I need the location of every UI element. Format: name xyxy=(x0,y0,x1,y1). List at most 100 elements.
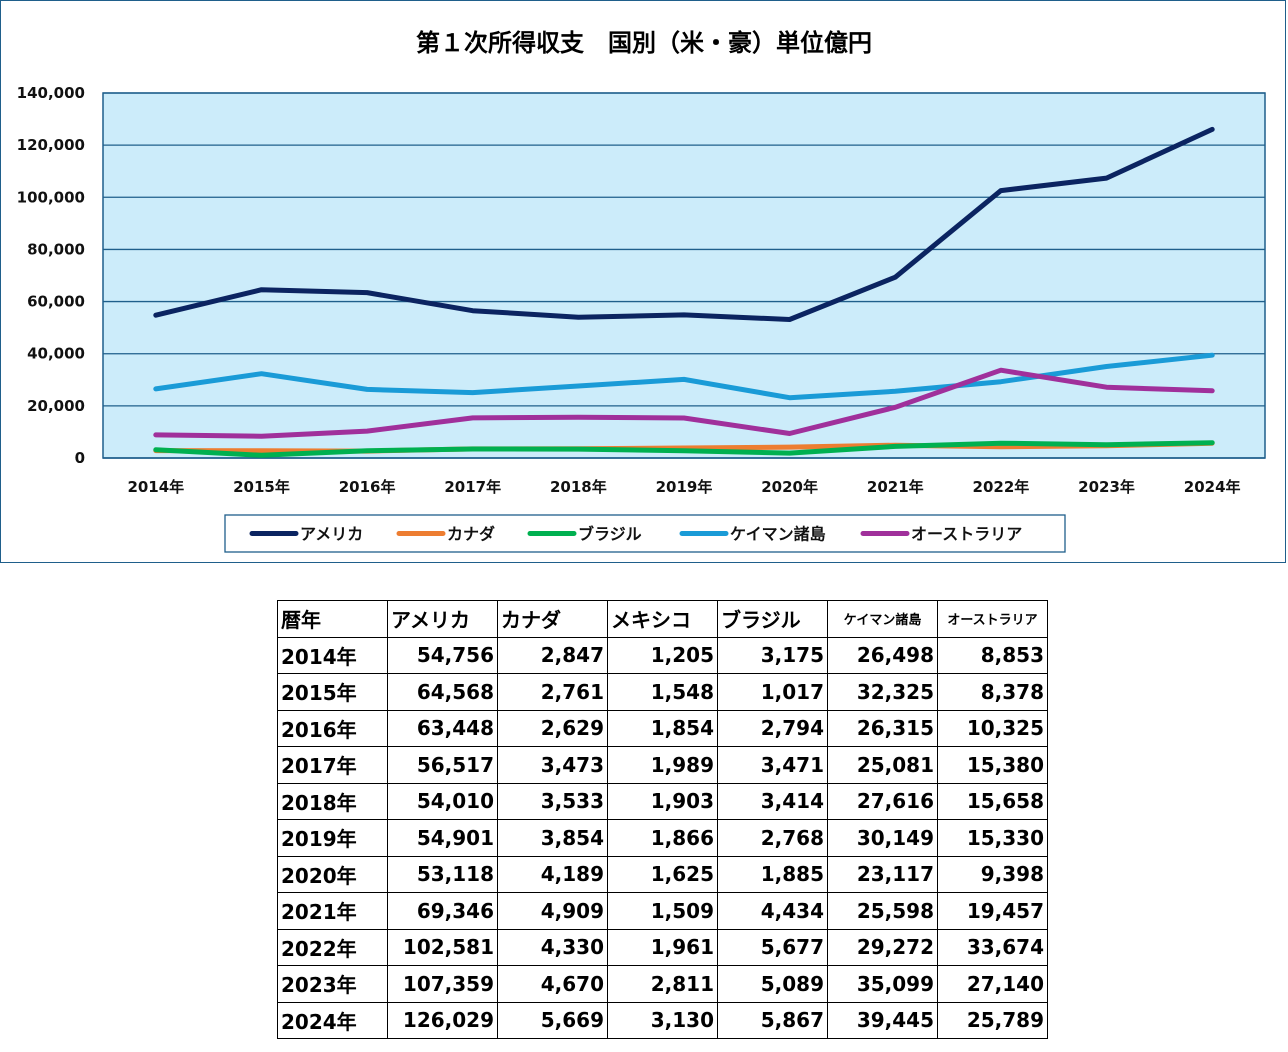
table-cell: 5,669 xyxy=(497,1001,608,1039)
table-cell: 3,414 xyxy=(717,782,828,820)
table-cell: 32,325 xyxy=(827,673,938,711)
table-cell: 1,509 xyxy=(607,892,718,930)
table-row: 2019年 54,901 3,854 1,866 2,768 30,149 15,330 xyxy=(277,819,1048,857)
table-header-cell: メキシコ xyxy=(607,600,718,638)
table-cell: 5,867 xyxy=(717,1001,828,1039)
table-cell: 25,081 xyxy=(827,746,938,784)
table-row: 2020年 53,118 4,189 1,625 1,885 23,117 9,398 xyxy=(277,855,1048,893)
table-cell: 1,017 xyxy=(717,673,828,711)
table-cell: 2,794 xyxy=(717,709,828,747)
table-cell: 3,533 xyxy=(497,782,608,820)
legend-label: オーストラリア xyxy=(911,525,1022,544)
y-tick-label: 60,000 xyxy=(27,293,85,311)
table-cell: 1,866 xyxy=(607,819,718,857)
table-cell: 19,457 xyxy=(937,892,1048,930)
x-tick-label: 2021年 xyxy=(867,478,924,496)
table-cell: 27,616 xyxy=(827,782,938,820)
data-table: 暦年 アメリカ カナダ メキシコ ブラジル ケイマン諸島 オーストラリア 2014年 54,7… xyxy=(277,600,1048,1039)
table-row: 2024年 126,029 5,669 3,130 5,867 39,445 25,789 xyxy=(277,1001,1048,1039)
table-cell: 126,029 xyxy=(387,1001,498,1039)
table-cell: 2024年 xyxy=(277,1001,388,1039)
table-cell: 64,568 xyxy=(387,673,498,711)
table-cell: 4,434 xyxy=(717,892,828,930)
table-header-cell: ケイマン諸島 xyxy=(827,600,938,638)
x-tick-label: 2014年 xyxy=(127,478,184,496)
y-tick-label: 80,000 xyxy=(27,240,85,258)
table-cell: 56,517 xyxy=(387,746,498,784)
table-row: 2016年 63,448 2,629 1,854 2,794 26,315 10,325 xyxy=(277,709,1048,747)
table-cell: 39,445 xyxy=(827,1001,938,1039)
table-cell: 3,130 xyxy=(607,1001,718,1039)
table-cell: 29,272 xyxy=(827,928,938,966)
table-cell: 1,989 xyxy=(607,746,718,784)
table-cell: 54,010 xyxy=(387,782,498,820)
table-header-row: 暦年 アメリカ カナダ メキシコ ブラジル ケイマン諸島 オーストラリア xyxy=(277,600,1048,638)
table-cell: 25,598 xyxy=(827,892,938,930)
table-cell: 2023年 xyxy=(277,965,388,1003)
table-header-cell: 暦年 xyxy=(277,600,388,638)
series-line xyxy=(153,126,1215,322)
table-cell: 3,473 xyxy=(497,746,608,784)
table-cell: 2018年 xyxy=(277,782,388,820)
table-cell: 23,117 xyxy=(827,855,938,893)
table-cell: 2,761 xyxy=(497,673,608,711)
table-cell: 5,677 xyxy=(717,928,828,966)
series-line xyxy=(153,367,1215,439)
x-tick-label: 2022年 xyxy=(973,478,1030,496)
table-cell: 27,140 xyxy=(937,965,1048,1003)
table-cell: 15,330 xyxy=(937,819,1048,857)
table-row: 2017年 56,517 3,473 1,989 3,471 25,081 15,380 xyxy=(277,746,1048,784)
table-cell: 2019年 xyxy=(277,819,388,857)
table-cell: 69,346 xyxy=(387,892,498,930)
y-tick-label: 20,000 xyxy=(27,397,85,415)
table-cell: 2,768 xyxy=(717,819,828,857)
y-tick-label: 120,000 xyxy=(17,136,85,154)
table-cell: 1,205 xyxy=(607,636,718,674)
x-tick-label: 2019年 xyxy=(656,478,713,496)
table-cell: 63,448 xyxy=(387,709,498,747)
table-cell: 102,581 xyxy=(387,928,498,966)
legend-box xyxy=(224,514,1066,553)
legend-label: ケイマン諸島 xyxy=(730,525,826,544)
x-tick-label: 2017年 xyxy=(444,478,501,496)
table-cell: 1,903 xyxy=(607,782,718,820)
table-cell: 10,325 xyxy=(937,709,1048,747)
table-cell: 4,909 xyxy=(497,892,608,930)
table-cell: 2014年 xyxy=(277,636,388,674)
legend-label: ブラジル xyxy=(578,525,642,544)
y-tick-label: 0 xyxy=(75,449,85,467)
x-tick-label: 2023年 xyxy=(1078,478,1135,496)
table-cell: 54,901 xyxy=(387,819,498,857)
table-cell: 2017年 xyxy=(277,746,388,784)
series-line xyxy=(153,440,1215,458)
table-row: 2022年 102,581 4,330 1,961 5,677 29,272 33,674 xyxy=(277,928,1048,966)
table-cell: 1,548 xyxy=(607,673,718,711)
table-row: 2023年 107,359 4,670 2,811 5,089 35,099 27,140 xyxy=(277,965,1048,1003)
table-cell: 3,854 xyxy=(497,819,608,857)
table-cell: 3,471 xyxy=(717,746,828,784)
table-cell: 2,811 xyxy=(607,965,718,1003)
table-cell: 26,498 xyxy=(827,636,938,674)
table-cell: 2022年 xyxy=(277,928,388,966)
table-cell: 4,189 xyxy=(497,855,608,893)
chart-frame: 第１次所得収支 国別（米・豪）単位億円 0 20,000 40,000 60,000 8… xyxy=(0,0,1286,563)
table-row: 2014年 54,756 2,847 1,205 3,175 26,498 8,853 xyxy=(277,636,1048,674)
table-cell: 5,089 xyxy=(717,965,828,1003)
table-cell: 30,149 xyxy=(827,819,938,857)
table-cell: 2016年 xyxy=(277,709,388,747)
table-cell: 8,853 xyxy=(937,636,1048,674)
table-cell: 15,380 xyxy=(937,746,1048,784)
table-header-cell: アメリカ xyxy=(387,600,498,638)
table-cell: 53,118 xyxy=(387,855,498,893)
table-cell: 2,629 xyxy=(497,709,608,747)
table-cell: 2,847 xyxy=(497,636,608,674)
y-tick-label: 100,000 xyxy=(17,188,85,206)
table-cell: 9,398 xyxy=(937,855,1048,893)
legend-label: カナダ xyxy=(447,525,495,544)
table-header-cell: オーストラリア xyxy=(937,600,1048,638)
table-cell: 2015年 xyxy=(277,673,388,711)
table-cell: 33,674 xyxy=(937,928,1048,966)
table-row: 2021年 69,346 4,909 1,509 4,434 25,598 19,457 xyxy=(277,892,1048,930)
table-cell: 2021年 xyxy=(277,892,388,930)
table-cell: 25,789 xyxy=(937,1001,1048,1039)
